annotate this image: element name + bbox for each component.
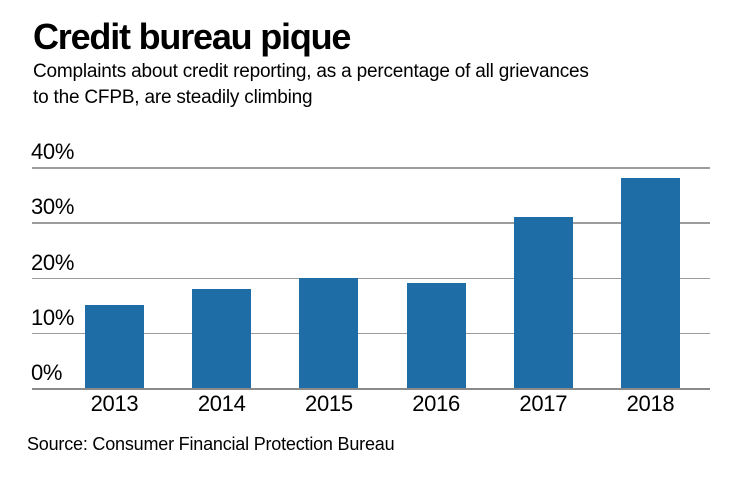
bar-2015 bbox=[299, 277, 359, 388]
chart-subtitle-line-2: to the CFPB, are steadily climbing bbox=[33, 87, 313, 108]
x-axis-line bbox=[32, 388, 710, 390]
y-tick-label-20: 20% bbox=[31, 249, 75, 275]
bar-2016 bbox=[406, 283, 466, 388]
x-tick-label-2015: 2015 bbox=[305, 391, 353, 416]
gridline-10 bbox=[32, 332, 710, 335]
source-note: Source: Consumer Financial Protection Bu… bbox=[27, 434, 395, 454]
bar-2013 bbox=[85, 305, 144, 388]
x-tick-label-2013: 2013 bbox=[90, 391, 139, 416]
y-tick-label-30: 30% bbox=[31, 194, 75, 220]
chart-title: Credit bureau pique bbox=[33, 16, 351, 57]
bar-2017 bbox=[513, 216, 573, 388]
y-tick-label-10: 10% bbox=[31, 304, 75, 330]
bar-2014 bbox=[192, 288, 252, 388]
gridline-40 bbox=[32, 167, 710, 169]
x-tick-label-2016: 2016 bbox=[412, 391, 460, 416]
x-tick-label-2018: 2018 bbox=[626, 391, 675, 416]
chart-subtitle: Complaints about credit reporting, as a … bbox=[33, 59, 589, 111]
bar-2018 bbox=[621, 178, 680, 388]
y-tick-label-0: 0% bbox=[31, 360, 63, 385]
chart-subtitle-line-1: Complaints about credit reporting, as a … bbox=[33, 61, 589, 82]
x-tick-label-2017: 2017 bbox=[519, 391, 568, 416]
gridline-30 bbox=[32, 222, 710, 224]
y-tick-label-40: 40% bbox=[31, 139, 75, 165]
gridline-20 bbox=[32, 277, 710, 280]
x-tick-label-2014: 2014 bbox=[197, 391, 246, 416]
